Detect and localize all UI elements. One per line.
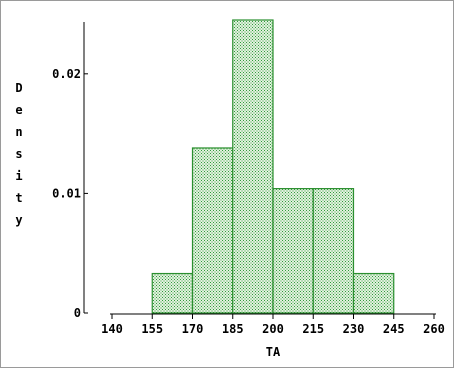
y-axis-title-letter: t — [15, 191, 22, 205]
histogram-bar — [312, 188, 355, 314]
y-axis-title-letter: n — [15, 125, 22, 139]
histogram-bar — [232, 19, 274, 314]
x-tick-label: 170 — [182, 322, 204, 336]
x-tick-label: 155 — [141, 322, 163, 336]
x-tick-label: 140 — [101, 322, 123, 336]
histogram-bar — [352, 272, 395, 314]
histogram-bar — [151, 272, 194, 314]
histogram-bars — [151, 19, 395, 314]
y-tick-label: 0.01 — [52, 186, 81, 200]
y-axis-ticks: 0 0.01 0.02 — [52, 67, 88, 320]
y-axis-title-letter: e — [15, 103, 22, 117]
x-axis-title: TA — [266, 345, 281, 359]
x-axis-ticks: 140 155 170 185 200 215 230 245 260 — [101, 314, 445, 336]
x-tick-label: 200 — [262, 322, 284, 336]
x-tick-label: 230 — [343, 322, 365, 336]
x-tick-label: 215 — [302, 322, 324, 336]
x-tick-label: 185 — [222, 322, 244, 336]
histogram-bar — [272, 188, 314, 314]
x-tick-label: 245 — [383, 322, 405, 336]
y-axis-title-letter: s — [15, 147, 22, 161]
y-axis-title-letter: y — [15, 213, 22, 227]
y-tick-label: 0 — [74, 306, 81, 320]
histogram-bar — [191, 147, 234, 314]
y-tick-label: 0.02 — [52, 67, 81, 81]
y-axis-title-letter: i — [15, 169, 22, 183]
y-axis-title-letter: D — [15, 81, 22, 95]
x-tick-label: 260 — [423, 322, 445, 336]
